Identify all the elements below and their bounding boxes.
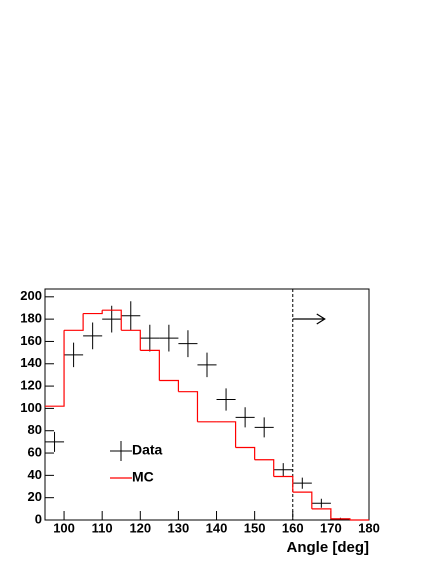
- x-tick-label: 180: [358, 520, 380, 535]
- plot-frame: [44, 288, 370, 521]
- mc-step: [292, 491, 313, 509]
- y-tick-label: 180: [20, 311, 42, 326]
- mc-step: [235, 446, 256, 460]
- data-point: [273, 463, 293, 477]
- mc-step: [140, 349, 160, 381]
- y-tick-label: 160: [20, 333, 42, 348]
- x-tick-label: 110: [92, 520, 113, 535]
- mc-step: [102, 309, 122, 331]
- data-point: [178, 330, 198, 358]
- cut-arrow: [292, 313, 326, 325]
- y-tick-label: 120: [20, 378, 42, 393]
- y-tick-label: 200: [20, 288, 42, 303]
- x-tick-label: 170: [320, 520, 342, 535]
- x-tick-label: 100: [53, 520, 75, 535]
- legend-label: MC: [132, 469, 154, 485]
- x-tick-label: 120: [129, 520, 151, 535]
- x-tick-label: 160: [282, 520, 304, 535]
- data-point: [140, 324, 160, 352]
- legend-symbol: [110, 441, 132, 461]
- y-tick-label: 140: [20, 355, 42, 370]
- mc-step: [159, 379, 180, 392]
- mc-step: [178, 391, 199, 422]
- data-point: [311, 498, 331, 508]
- data-point: [64, 342, 84, 368]
- x-tick-label: 140: [206, 520, 228, 535]
- legend-label: Data: [132, 442, 163, 458]
- mc-step: [216, 421, 237, 448]
- data-point: [235, 407, 255, 428]
- data-point: [292, 477, 312, 489]
- y-tick-label: 20: [28, 489, 42, 504]
- y-tick-label: 100: [20, 400, 42, 415]
- y-tick-label: 60: [28, 444, 42, 459]
- data-point: [121, 301, 141, 331]
- data-point: [254, 417, 274, 438]
- x-tick-label: 150: [244, 520, 266, 535]
- mc-step: [311, 508, 332, 519]
- mc-step: [45, 330, 65, 407]
- mc-step: [330, 518, 351, 520]
- data-point: [216, 388, 236, 411]
- mc-step: [273, 475, 294, 493]
- mc-step: [121, 329, 141, 351]
- data-point: [159, 324, 179, 352]
- mc-step: [254, 459, 275, 477]
- mc-step: [64, 313, 84, 331]
- mc-step: [83, 310, 103, 315]
- y-tick-label: 80: [28, 422, 42, 437]
- y-tick-label: 40: [28, 467, 42, 482]
- data-point: [83, 322, 103, 350]
- x-tick-label: 130: [168, 520, 190, 535]
- y-tick-label: 0: [35, 511, 42, 526]
- x-axis-label: Angle [deg]: [287, 539, 370, 556]
- data-point: [45, 431, 65, 452]
- data-point: [197, 352, 217, 378]
